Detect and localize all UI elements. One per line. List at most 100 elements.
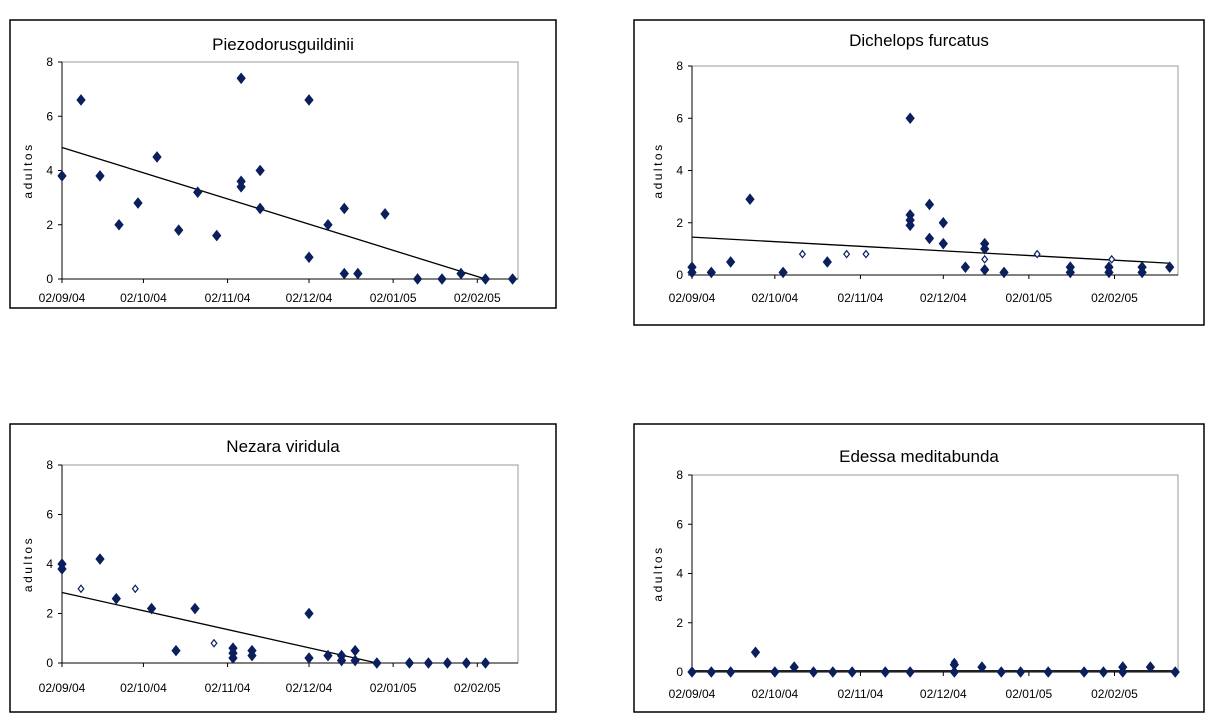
data-point bbox=[380, 208, 390, 220]
y-tick-label: 4 bbox=[676, 164, 683, 178]
data-point bbox=[212, 229, 222, 242]
data-point bbox=[905, 219, 915, 232]
data-point bbox=[247, 649, 257, 662]
data-point bbox=[726, 666, 736, 678]
data-point bbox=[423, 657, 434, 669]
chart-1: Piezodorusguildinii 0 2 4 6 8 adultos 02/09/04 0… bbox=[9, 19, 557, 309]
data-point bbox=[745, 193, 755, 206]
data-point bbox=[1098, 666, 1109, 678]
data-point bbox=[461, 657, 472, 669]
data-point bbox=[1118, 666, 1128, 678]
x-tick-label: 02/09/04 bbox=[39, 291, 86, 305]
data-point bbox=[339, 202, 349, 215]
y-tick-label: 0 bbox=[46, 656, 53, 670]
data-point bbox=[828, 666, 838, 678]
chart-title: Edessa meditabunda bbox=[839, 447, 999, 466]
chart-2: Dichelops furcatus 0 2 4 6 8 adultos 02/09/04 02… bbox=[633, 19, 1205, 326]
data-point-open bbox=[77, 584, 85, 594]
x-tick-label: 02/02/05 bbox=[454, 291, 501, 305]
data-point bbox=[304, 251, 314, 264]
data-point bbox=[905, 666, 915, 678]
x-tick-label: 02/01/05 bbox=[370, 681, 417, 695]
data-point bbox=[190, 602, 200, 615]
data-point bbox=[480, 273, 491, 285]
data-point bbox=[350, 654, 360, 667]
y-axis-label: adultos bbox=[651, 142, 665, 198]
data-point bbox=[999, 266, 1009, 279]
data-point bbox=[960, 261, 971, 273]
x-tick-label: 02/12/04 bbox=[920, 291, 967, 305]
data-point-open bbox=[210, 638, 218, 648]
data-point bbox=[480, 657, 491, 669]
y-tick-label: 4 bbox=[46, 164, 53, 178]
data-point-open bbox=[798, 249, 807, 259]
chart-title: Piezodorusguildinii bbox=[212, 35, 354, 54]
y-tick-label: 6 bbox=[46, 508, 53, 522]
data-point bbox=[706, 266, 716, 279]
x-tick-label: 02/01/05 bbox=[370, 291, 417, 305]
data-point bbox=[949, 666, 959, 678]
y-tick-label: 6 bbox=[676, 517, 683, 531]
data-point bbox=[938, 237, 948, 250]
x-tick-label: 02/12/04 bbox=[286, 681, 333, 695]
x-tick-label: 02/01/05 bbox=[1006, 291, 1053, 305]
data-point bbox=[1137, 266, 1147, 279]
plot-area bbox=[61, 61, 519, 280]
y-tick-label: 2 bbox=[46, 218, 53, 232]
y-tick-label: 4 bbox=[46, 557, 53, 571]
x-tick-label: 02/12/04 bbox=[286, 291, 333, 305]
data-point bbox=[905, 112, 915, 125]
data-point bbox=[255, 164, 265, 177]
data-point bbox=[924, 198, 935, 211]
x-tick-label: 02/12/04 bbox=[920, 687, 967, 701]
x-tick-label: 02/10/04 bbox=[751, 291, 798, 305]
chart-3: Nezara viridula 0 2 4 6 8 adultos 02/09/04 02/10… bbox=[9, 423, 557, 713]
data-point bbox=[437, 273, 447, 285]
data-point bbox=[95, 170, 105, 182]
data-point bbox=[171, 644, 181, 657]
data-point bbox=[304, 607, 314, 620]
chart-title: Nezara viridula bbox=[226, 437, 340, 456]
data-point-open bbox=[862, 249, 870, 259]
data-point bbox=[372, 657, 382, 669]
y-tick-label: 8 bbox=[676, 468, 683, 482]
data-point bbox=[687, 666, 697, 678]
data-point bbox=[822, 256, 832, 268]
data-point-open bbox=[1033, 249, 1041, 259]
data-point bbox=[938, 216, 948, 229]
y-tick-label: 6 bbox=[676, 111, 683, 125]
data-point bbox=[228, 652, 238, 664]
data-point bbox=[76, 94, 86, 106]
plot-area bbox=[61, 464, 519, 664]
x-tick-label: 02/11/04 bbox=[838, 291, 884, 305]
data-point bbox=[133, 197, 143, 209]
data-point bbox=[1065, 266, 1075, 279]
chart-4: Edessa meditabunda 0 2 4 6 8 adultos 02/09/04 02… bbox=[633, 423, 1205, 713]
data-point bbox=[304, 652, 314, 664]
trendline bbox=[61, 591, 377, 664]
data-point bbox=[507, 273, 518, 285]
data-point bbox=[57, 170, 67, 182]
data-point bbox=[770, 666, 780, 678]
y-tick-label: 4 bbox=[676, 567, 683, 581]
data-point bbox=[1015, 666, 1026, 678]
y-tick-label: 2 bbox=[676, 216, 683, 230]
x-tick-label: 02/11/04 bbox=[205, 291, 251, 305]
data-point bbox=[980, 243, 990, 255]
data-point bbox=[789, 661, 799, 673]
data-point bbox=[323, 649, 333, 662]
x-tick-label: 02/11/04 bbox=[838, 687, 884, 701]
data-point bbox=[980, 263, 990, 276]
y-tick-label: 0 bbox=[676, 268, 683, 282]
x-tick-label: 02/10/04 bbox=[751, 687, 798, 701]
data-point bbox=[880, 666, 890, 678]
data-point bbox=[353, 267, 363, 280]
y-tick-label: 6 bbox=[46, 109, 53, 123]
data-point bbox=[57, 563, 67, 575]
y-tick-label: 8 bbox=[676, 59, 683, 73]
data-point bbox=[412, 273, 423, 285]
x-tick-label: 02/10/04 bbox=[120, 291, 167, 305]
data-point bbox=[706, 666, 716, 678]
data-point bbox=[111, 592, 121, 605]
